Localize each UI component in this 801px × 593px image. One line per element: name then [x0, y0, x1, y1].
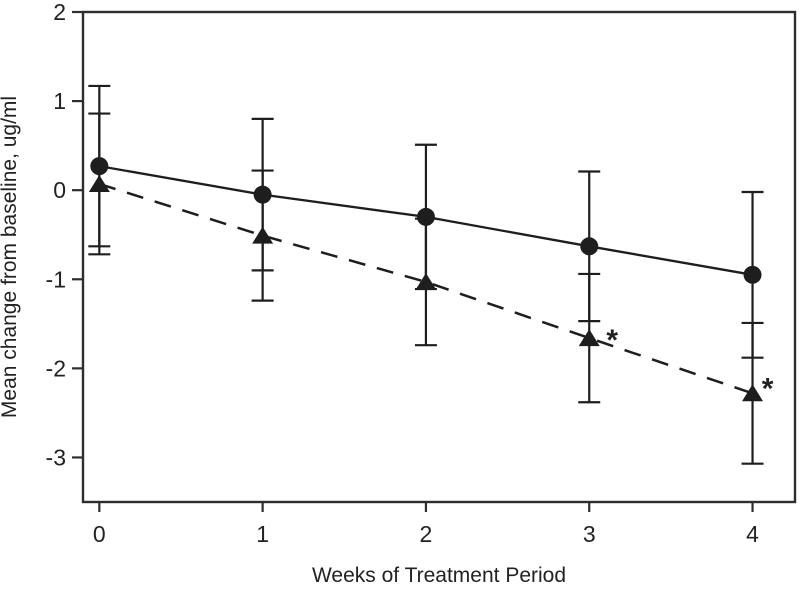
plot-area: * * 2 1 0 -1 -2 -3 0 1 2 3 4	[46, 0, 797, 547]
significance-asterisk: *	[606, 324, 618, 357]
significance-asterisk: *	[762, 372, 774, 405]
circle-marker	[90, 157, 109, 176]
circle-marker	[253, 185, 272, 204]
x-tick-label: 0	[93, 521, 106, 547]
circle-marker	[580, 237, 599, 256]
triangle-marker	[742, 384, 764, 402]
y-axis-label: Mean change from baseline, ug/ml	[0, 96, 21, 418]
circle-marker	[743, 265, 762, 284]
plot-frame	[81, 10, 797, 504]
x-tick-label: 3	[583, 521, 596, 547]
triangle-marker	[88, 174, 110, 192]
y-tick-label: -2	[46, 355, 66, 381]
triangle-marker	[578, 329, 600, 347]
x-axis-label: Weeks of Treatment Period	[312, 564, 566, 587]
x-tick-label: 2	[420, 521, 433, 547]
y-tick-label: -3	[46, 444, 66, 470]
triangle-marker	[252, 226, 274, 244]
circle-marker	[416, 207, 435, 226]
y-tick-label: 0	[53, 177, 66, 203]
triangle-marker	[415, 272, 437, 290]
x-tick-label: 4	[746, 521, 759, 547]
y-tick-label: 2	[53, 0, 66, 25]
y-tick-label: 1	[53, 88, 66, 114]
y-tick-label: -1	[46, 266, 66, 292]
x-tick-label: 1	[256, 521, 269, 547]
